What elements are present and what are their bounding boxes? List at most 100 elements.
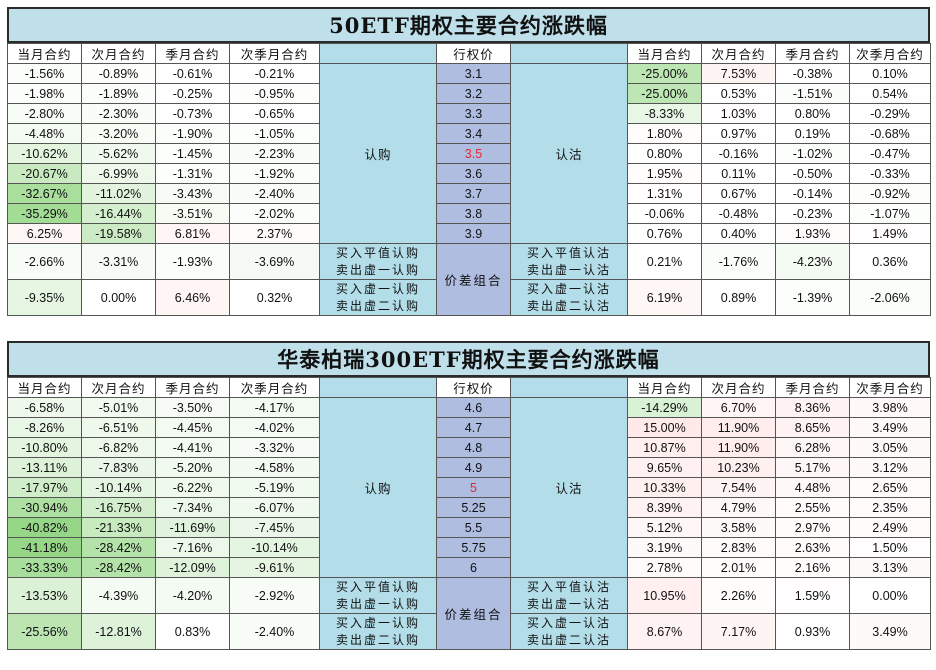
- spread-call-description: 买入平值认购 卖出虚一认购: [319, 577, 437, 614]
- spread-put-description: 买入平值认沽 卖出虚一认沽: [510, 577, 628, 614]
- call-change-cell: 2.37%: [229, 223, 320, 244]
- call-change-cell: -1.56%: [7, 63, 82, 84]
- call-change-cell: -0.73%: [155, 103, 230, 124]
- call-change-cell: -1.90%: [155, 123, 230, 144]
- call-change-cell: -5.01%: [81, 397, 156, 418]
- call-change-cell: -0.61%: [155, 63, 230, 84]
- put-change-cell: 4.48%: [775, 477, 850, 498]
- column-header: 次月合约: [81, 43, 156, 64]
- column-header: 季月合约: [155, 43, 230, 64]
- spread-put-cell: -2.06%: [849, 279, 931, 316]
- put-change-cell: 0.11%: [701, 163, 776, 184]
- put-change-cell: 1.03%: [701, 103, 776, 124]
- strike-row: -4.48% -3.20% -1.90% -1.05% 3.4 1.80% 0.97% 0.1…: [7, 123, 931, 144]
- strike-price: 3.5: [436, 143, 511, 164]
- change-table: 当月合约 次月合约 季月合约 次季月合约 行权价 当月合约 次月合约 季月合约 次季月合约 -6.…: [7, 377, 931, 650]
- put-change-cell: -0.92%: [849, 183, 931, 204]
- column-header: 次月合约: [701, 43, 776, 64]
- call-change-cell: -32.67%: [7, 183, 82, 204]
- header-row: 当月合约 次月合约 季月合约 次季月合约 行权价 当月合约 次月合约 季月合约 次季月合约: [7, 43, 931, 64]
- spread-put-cell: -4.23%: [775, 243, 850, 280]
- spread-label: 价差组合: [436, 243, 511, 316]
- spread-leg: 卖出虚一认购: [335, 596, 420, 611]
- put-change-cell: 2.63%: [775, 537, 850, 558]
- call-change-cell: -5.62%: [81, 143, 156, 164]
- call-change-cell: -7.34%: [155, 497, 230, 518]
- put-change-cell: 1.93%: [775, 223, 850, 244]
- spread-put-description: 买入虚一认沽 卖出虚二认沽: [510, 613, 628, 650]
- put-change-cell: 2.78%: [627, 557, 702, 578]
- column-header: 季月合约: [155, 377, 230, 398]
- put-change-cell: -0.29%: [849, 103, 931, 124]
- spread-leg: 买入平值认沽: [526, 579, 611, 594]
- call-change-cell: -3.51%: [155, 203, 230, 224]
- spread-call-cell: -3.69%: [229, 243, 320, 280]
- spread-call-cell: -4.39%: [81, 577, 156, 614]
- put-change-cell: 2.65%: [849, 477, 931, 498]
- call-change-cell: -3.43%: [155, 183, 230, 204]
- strike-row: -6.58% -5.01% -3.50% -4.17% 认购 4.6 认沽 -14.29% 6.…: [7, 397, 931, 578]
- call-change-cell: -33.33%: [7, 557, 82, 578]
- put-change-cell: 1.31%: [627, 183, 702, 204]
- change-table: 当月合约 次月合约 季月合约 次季月合约 行权价 当月合约 次月合约 季月合约 次季月合约 -1.…: [7, 43, 931, 316]
- strike-price: 3.9: [436, 223, 511, 244]
- put-change-cell: -8.33%: [627, 103, 702, 124]
- call-change-cell: -1.45%: [155, 143, 230, 164]
- spread-call-cell: -13.53%: [7, 577, 82, 614]
- spread-put-cell: 0.36%: [849, 243, 931, 280]
- put-change-cell: 2.01%: [701, 557, 776, 578]
- call-change-cell: -8.26%: [7, 417, 82, 438]
- put-change-cell: 0.67%: [701, 183, 776, 204]
- spread-leg: 买入平值认购: [335, 245, 420, 260]
- call-change-cell: 6.81%: [155, 223, 230, 244]
- put-change-cell: -0.06%: [627, 203, 702, 224]
- spread-leg: 卖出虚二认沽: [526, 298, 611, 313]
- put-change-cell: 0.19%: [775, 123, 850, 144]
- call-change-cell: -13.11%: [7, 457, 82, 478]
- put-label: 认沽: [510, 397, 628, 578]
- call-change-cell: -10.14%: [81, 477, 156, 498]
- call-change-cell: -2.40%: [229, 183, 320, 204]
- strike-price: 5.5: [436, 517, 511, 538]
- call-change-cell: -0.25%: [155, 83, 230, 104]
- strike-price: 3.6: [436, 163, 511, 184]
- strike-row: -35.29% -16.44% -3.51% -2.02% 3.8 -0.06% -0.48…: [7, 203, 931, 224]
- strike-row: -30.94% -16.75% -7.34% -6.07% 5.25 8.39% 4.79%…: [7, 497, 931, 518]
- strike-price: 3.3: [436, 103, 511, 124]
- spread-put-cell: 0.89%: [701, 279, 776, 316]
- header-blank: [319, 377, 437, 398]
- spread-call-description: 买入平值认购 卖出虚一认购: [319, 243, 437, 280]
- spread-call-description: 买入虚一认购 卖出虚二认购: [319, 279, 437, 316]
- strike-price: 4.9: [436, 457, 511, 478]
- spread-leg: 买入平值认购: [335, 579, 420, 594]
- spread-row: -9.35% 0.00% 6.46% 0.32% 买入虚一认购 卖出虚二认购 买入虚一认沽卖…: [7, 279, 931, 316]
- call-change-cell: -0.21%: [229, 63, 320, 84]
- spread-leg: 卖出虚二认购: [335, 632, 420, 647]
- spread-put-cell: 8.67%: [627, 613, 702, 650]
- put-change-cell: 0.40%: [701, 223, 776, 244]
- put-change-cell: -1.51%: [775, 83, 850, 104]
- strike-price: 5: [436, 477, 511, 498]
- strike-price: 3.1: [436, 63, 511, 84]
- spread-put-cell: 1.59%: [775, 577, 850, 614]
- column-header: 次月合约: [81, 377, 156, 398]
- put-change-cell: 1.49%: [849, 223, 931, 244]
- put-change-cell: 8.36%: [775, 397, 850, 418]
- strike-row: -1.98% -1.89% -0.25% -0.95% 3.2 -25.00% 0.53% -…: [7, 83, 931, 104]
- strike-price: 4.6: [436, 397, 511, 418]
- call-change-cell: -10.14%: [229, 537, 320, 558]
- call-change-cell: -6.51%: [81, 417, 156, 438]
- call-change-cell: -16.44%: [81, 203, 156, 224]
- call-change-cell: -3.50%: [155, 397, 230, 418]
- put-change-cell: 2.55%: [775, 497, 850, 518]
- panel-300etf: 华泰柏瑞300ETF期权主要合约涨跌幅 当月合约 次月合约 季月合约 次季月合约 行权价…: [7, 341, 931, 650]
- spread-put-cell: 7.17%: [701, 613, 776, 650]
- spread-put-cell: 3.49%: [849, 613, 931, 650]
- put-change-cell: 7.53%: [701, 63, 776, 84]
- put-change-cell: 3.49%: [849, 417, 931, 438]
- put-change-cell: 9.65%: [627, 457, 702, 478]
- call-change-cell: -35.29%: [7, 203, 82, 224]
- call-change-cell: -1.89%: [81, 83, 156, 104]
- spread-call-cell: -9.35%: [7, 279, 82, 316]
- strike-row: 6.25% -19.58% 6.81% 2.37% 3.9 0.76% 0.40% 1.93%…: [7, 223, 931, 244]
